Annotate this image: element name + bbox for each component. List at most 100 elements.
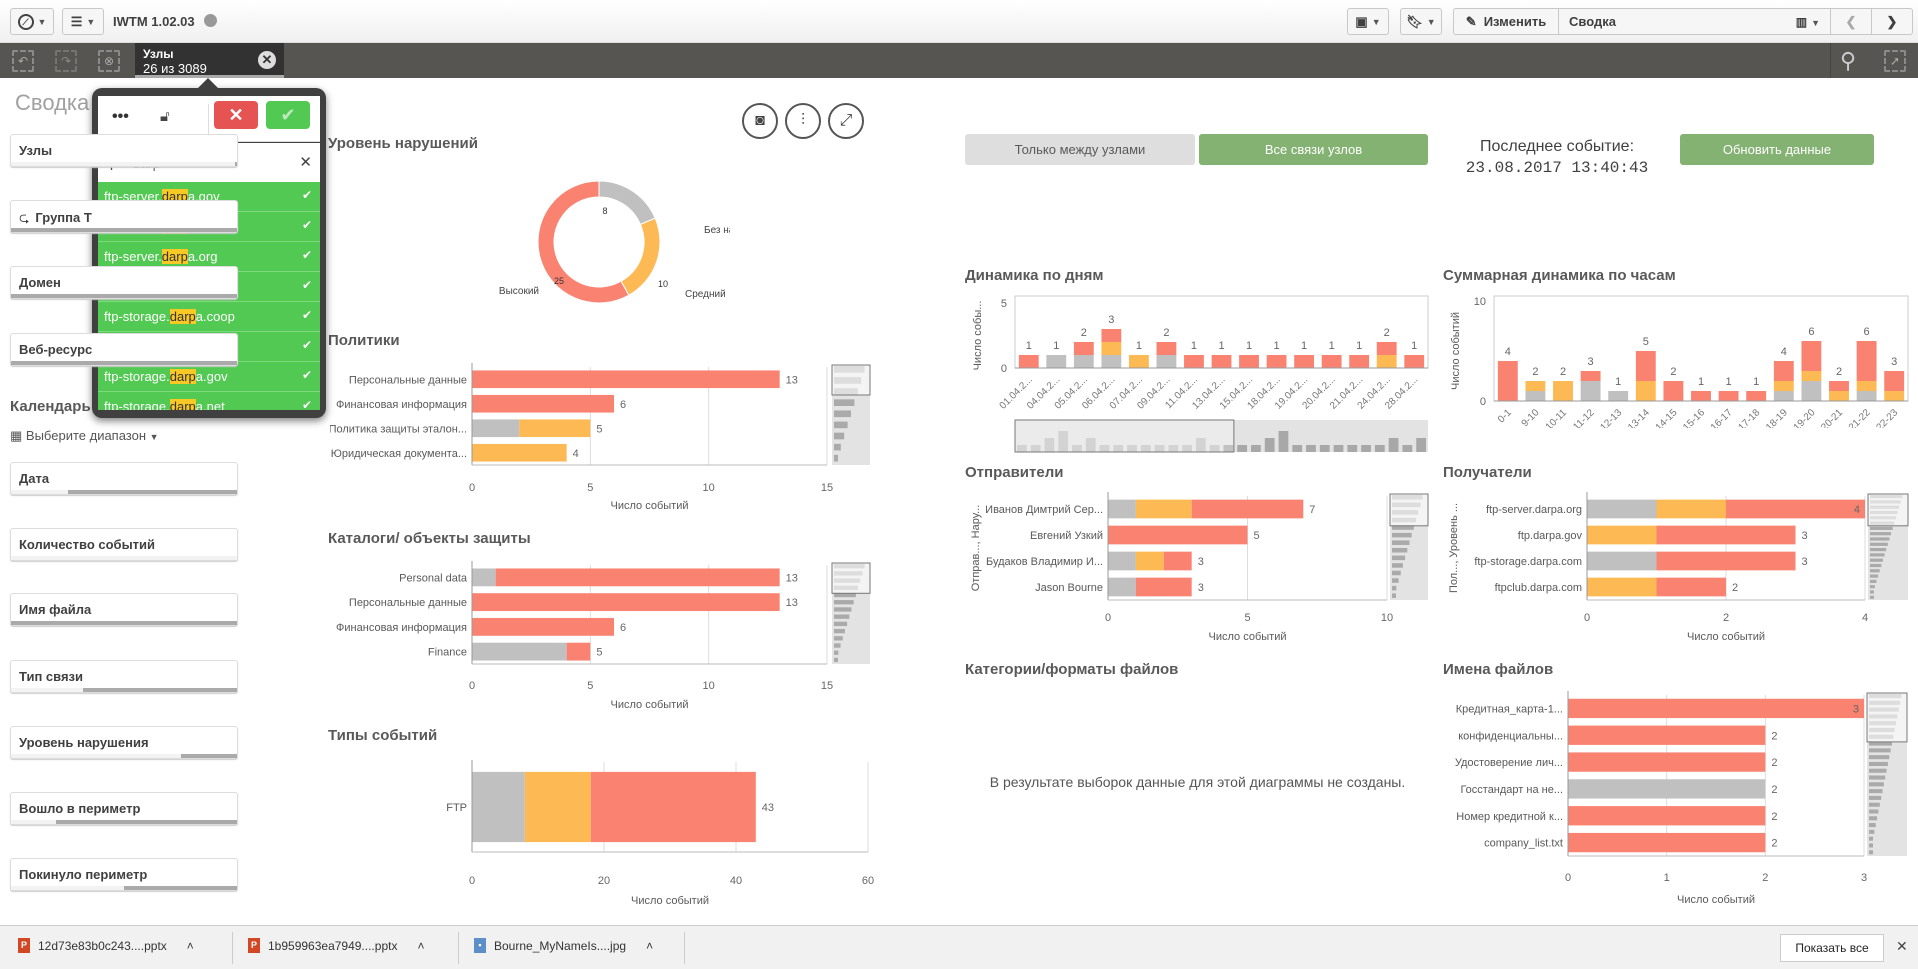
chevron-up-icon[interactable]: ˄ bbox=[186, 938, 194, 953]
listbox-item[interactable]: ftp-storage.darpa.gov ✔ bbox=[98, 362, 320, 392]
download-item[interactable]: P 12d73e83b0c243....pptx ˄ bbox=[18, 938, 194, 953]
all-node-links-button[interactable]: Все связи узлов bbox=[1199, 134, 1428, 165]
chevron-down-icon: ▼ bbox=[149, 432, 159, 442]
navigator-bar bbox=[1402, 445, 1413, 452]
data-label: 6 bbox=[1864, 326, 1870, 338]
bar-segment bbox=[1656, 551, 1796, 571]
x-tick-label: 5 bbox=[587, 680, 593, 692]
bar-segment bbox=[472, 443, 567, 462]
confirm-selection-button[interactable]: ✔ bbox=[266, 101, 310, 129]
show-all-downloads-button[interactable]: Показать все bbox=[1780, 934, 1884, 962]
edit-button[interactable]: ✎ Изменить bbox=[1453, 8, 1559, 35]
minimap-bar bbox=[1869, 761, 1888, 766]
navigator-bar bbox=[1209, 445, 1220, 452]
filter-state-bar bbox=[11, 228, 237, 232]
filter-покинуло-периметр[interactable]: Покинуло периметр bbox=[10, 858, 238, 891]
chart-title-catalogs: Каталоги/ объекты защиты bbox=[328, 530, 531, 547]
navigator-bar bbox=[1416, 438, 1426, 452]
filter-группа-т[interactable]: ⮎ Группа Т bbox=[10, 200, 238, 233]
filter-количество-событий[interactable]: Количество событий bbox=[10, 528, 238, 561]
x-axis-title: Число событий bbox=[631, 895, 709, 907]
chevron-up-icon[interactable]: ˄ bbox=[646, 938, 654, 953]
close-downloads-icon[interactable]: ✕ bbox=[1896, 938, 1908, 954]
category-label: Юридическая документа... bbox=[331, 448, 467, 460]
minimap-bar bbox=[1870, 579, 1877, 583]
chevron-up-icon[interactable]: ˄ bbox=[417, 938, 425, 953]
minimap-bar bbox=[834, 592, 856, 598]
filter-уровень-нарушения[interactable]: Уровень нарушения bbox=[10, 726, 238, 759]
navigator-bar bbox=[1251, 445, 1261, 452]
minimap-bar bbox=[1869, 748, 1891, 753]
listbox-item[interactable]: ftp-storage.darpa.net ✔ bbox=[98, 392, 320, 410]
only-between-nodes-button[interactable]: Только между узлами bbox=[965, 134, 1195, 165]
bookmarks-button[interactable]: 🔖︎ ▼ bbox=[1400, 8, 1442, 35]
navigator-bar bbox=[1223, 445, 1234, 452]
global-menu-button[interactable]: ☰ ▼ bbox=[62, 8, 104, 35]
minimap-viewport bbox=[1389, 493, 1429, 527]
bar-segment bbox=[1184, 355, 1204, 368]
download-item[interactable]: P 1b959963ea7949....pptx ˄ bbox=[248, 938, 424, 953]
popup-toolbar: ••• 🔓︎ ✕ ✔ bbox=[98, 96, 320, 142]
x-tick-label: 0 bbox=[469, 680, 475, 692]
bar-segment bbox=[590, 771, 756, 843]
filter-вошло-в-периметр[interactable]: Вошло в периметр bbox=[10, 792, 238, 825]
more-options-icon[interactable]: ••• bbox=[112, 108, 129, 125]
data-label: 2 bbox=[1771, 838, 1777, 850]
clear-all-selections-icon[interactable]: ⊗ bbox=[98, 50, 120, 72]
range-navigator[interactable] bbox=[1015, 420, 1428, 452]
slice-label: Средний bbox=[685, 289, 726, 300]
download-item[interactable]: ▪ Bourne_MyNameIs....jpg ˄ bbox=[474, 938, 653, 953]
settings-button[interactable]: ⫶ bbox=[785, 103, 821, 139]
divider bbox=[232, 932, 233, 964]
selection-tab-nodes[interactable]: Узлы 26 из 3089 ✕ bbox=[135, 43, 284, 78]
previous-sheet-button[interactable]: ❮ bbox=[1830, 8, 1872, 35]
receivers-chart: 0 2 4 ftp-server.darpa.org 4 ftp.darpa.gov 3 ft… bbox=[1448, 492, 1909, 643]
expand-button[interactable]: ⤢ bbox=[828, 103, 864, 139]
filter-тип-связи[interactable]: Тип связи bbox=[10, 660, 238, 693]
filter-домен[interactable]: Домен bbox=[10, 266, 238, 299]
minimap-bar bbox=[834, 621, 848, 627]
filter-имя-файла[interactable]: Имя файла bbox=[10, 593, 238, 626]
sheet-selector[interactable]: Сводка ▥ ▼ bbox=[1558, 8, 1831, 35]
listbox-item[interactable]: ftp-storage.darpa.coop ✔ bbox=[98, 302, 320, 332]
clear-search-icon[interactable]: ✕ bbox=[299, 154, 312, 171]
bar-segment bbox=[1497, 361, 1518, 401]
y-tick-label: 10 bbox=[1474, 296, 1486, 308]
daily-chart: 05101.04.2...104.04.2...205.04.2...306.0… bbox=[972, 295, 1429, 453]
filter-веб-ресурс[interactable]: Веб-ресурс bbox=[10, 333, 238, 366]
step-back-icon[interactable]: ↶ bbox=[12, 50, 34, 72]
bar-segment bbox=[472, 617, 614, 636]
hourly-chart: 0 10 4 0-1 2 9-10 2 10-11 3 11-12 1 12-13 5 13-14 2 14-… bbox=[1450, 295, 1909, 428]
minimap-bar bbox=[834, 636, 843, 641]
navigation-menu-button[interactable]: ⟋ ▼ bbox=[10, 8, 54, 35]
data-label: 4 bbox=[1854, 504, 1860, 516]
x-tick-label: 15 bbox=[821, 680, 833, 692]
search-icon[interactable]: ⚲ bbox=[1840, 48, 1857, 73]
step-forward-icon[interactable]: ↷ bbox=[55, 50, 77, 72]
navigator-bar bbox=[1099, 445, 1110, 452]
data-label: 3 bbox=[1588, 356, 1594, 368]
check-icon: ✔ bbox=[301, 248, 312, 262]
donut-slice bbox=[620, 217, 661, 296]
divider bbox=[1830, 43, 1831, 78]
bar-segment bbox=[1726, 499, 1865, 519]
cancel-selection-button[interactable]: ✕ bbox=[214, 101, 258, 129]
snapshot-button[interactable]: ◙ bbox=[742, 103, 778, 139]
selection-tool-icon[interactable]: ➚ bbox=[1884, 50, 1906, 72]
next-sheet-button[interactable]: ❯ bbox=[1871, 8, 1913, 35]
bar-segment bbox=[1746, 391, 1767, 401]
bar-segment bbox=[1773, 391, 1794, 401]
data-label: 4 bbox=[573, 448, 579, 460]
filter-узлы[interactable]: Узлы bbox=[10, 134, 238, 167]
bar-segment bbox=[472, 419, 520, 438]
clear-selection-icon[interactable]: ✕ bbox=[258, 51, 276, 69]
data-label: 2 bbox=[1732, 582, 1738, 594]
refresh-data-button[interactable]: Обновить данные bbox=[1680, 134, 1874, 165]
filter-дата[interactable]: Дата bbox=[10, 462, 238, 495]
divider bbox=[458, 932, 459, 964]
lock-icon[interactable]: 🔓︎ bbox=[160, 108, 170, 125]
minimap-bar bbox=[1870, 532, 1892, 536]
date-range-picker[interactable]: ▦ Выберите диапазон ▼ bbox=[10, 428, 159, 444]
presentation-button[interactable]: ▣ ▼ bbox=[1347, 8, 1389, 35]
data-label: 13 bbox=[786, 374, 798, 386]
